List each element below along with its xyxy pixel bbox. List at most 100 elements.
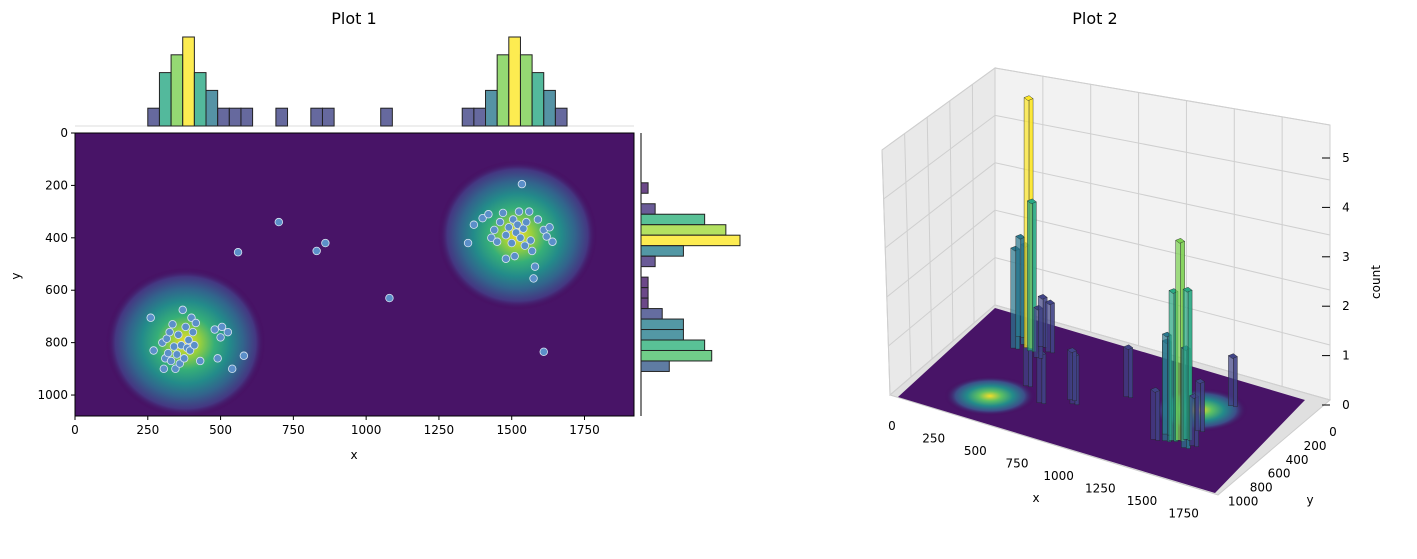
x-tick-label: 1750 [569,423,600,437]
x-hist-bar [461,107,475,127]
grid-line [881,67,996,151]
y-hist-bar [640,349,713,362]
x-hist-bar [473,107,487,127]
grid-line [904,133,912,378]
y-tick-label: 0 [60,126,68,140]
scatter-point [274,217,284,227]
y-hist-bar [640,297,649,310]
scatter-point [190,341,199,350]
y-hist-bar [640,308,663,320]
y-tick-label: 800 [1250,481,1273,495]
x-tick-label: 500 [964,444,987,458]
grid-line [994,114,1331,181]
scatter-point [172,350,182,359]
x-hist-bar [519,54,533,127]
bar3d [1227,353,1238,407]
y-hist-bar [640,234,741,247]
scatter-point [498,208,508,218]
scatter-point [492,237,502,246]
scatter-point [146,313,155,322]
grid-line [971,84,975,324]
scatter-point [469,220,479,229]
y-tick-label: 200 [45,178,68,192]
x-tick-label: 1500 [1127,494,1158,508]
x-hist-bar [205,89,219,127]
y-hist-bar [640,339,706,351]
grid-line [994,257,1331,346]
plot-2-z-ticks: 0 1 2 3 4 5 [1322,151,1350,412]
x-hist-bar [182,36,195,127]
scatter-point [168,320,177,329]
plot-2-title: Plot 2 [1072,9,1117,28]
scatter-point [228,364,237,374]
y-hist-bar [640,287,649,299]
scatter-point [522,217,531,227]
scatter-point [516,233,525,243]
x-hist-bar [380,107,393,127]
scatter-point [487,233,496,243]
scatter-point [484,210,493,219]
z-tick-label: 5 [1342,151,1350,165]
scatter-point [501,254,511,263]
plot-1-x-label: x [350,448,357,462]
grid-line [881,149,891,396]
x-hist-bar [485,89,498,127]
plot-1: Plot 1 0 250 500 750 1000 1250 1500 1750 0 200 40… [9,9,741,462]
scatter-point [513,220,522,229]
scatter-point [529,274,538,283]
x-tick-label: 1000 [1043,469,1074,483]
y-hist-bar [640,224,727,236]
plot-1-x-marginal-histogram [75,36,634,127]
scatter-point [213,354,222,363]
bar3d [1015,233,1026,338]
plot-2-grid [881,67,1331,401]
scatter-point [490,225,499,235]
y-tick-label: 800 [45,336,68,350]
x-hist-bar [147,107,160,127]
y-tick-label: 1000 [1228,494,1259,508]
scatter-point [504,223,514,232]
scatter-point [216,333,225,342]
scatter-point [195,356,205,366]
z-tick-label: 3 [1342,250,1350,264]
bar3d [1067,347,1077,401]
x-tick-label: 500 [209,423,232,437]
bar3d [1036,350,1047,404]
scatter-point [321,238,330,248]
scatter-point [217,322,227,332]
scatter-point [385,293,394,303]
bar3d [1045,299,1055,354]
x-tick-label: 0 [71,423,79,437]
x-tick-label: 250 [136,423,159,437]
scatter-point [542,232,551,241]
scatter-point [548,237,557,246]
scatter-point [520,241,530,250]
x-tick-label: 1250 [1085,482,1116,496]
y-tick-label: 600 [45,283,68,297]
x-hist-bar [228,107,242,127]
x-hist-bar [531,72,545,127]
bar3d [1195,378,1205,432]
bar3d [1182,286,1193,441]
x-hist-bar [240,107,254,127]
x-hist-bar [508,36,521,127]
grid-line [888,257,996,347]
plot-2-z-label: count [1369,265,1383,299]
y-tick-label: 400 [1286,453,1309,467]
bar3d [1123,344,1134,398]
plot-1-y-marginal-histogram [640,133,741,416]
bar3d [1150,387,1161,441]
x-tick-label: 1750 [1168,507,1199,521]
scatter-point [514,207,524,216]
y-hist-bar [640,276,649,289]
y-tick-label: 1000 [37,388,68,402]
scatter-point [179,354,189,363]
x-hist-bar [170,54,184,127]
grid-line [994,162,1331,236]
x-tick-label: 1000 [351,423,382,437]
scatter-point [163,348,173,358]
y-hist-bar [640,245,684,257]
scatter-point [184,335,193,345]
